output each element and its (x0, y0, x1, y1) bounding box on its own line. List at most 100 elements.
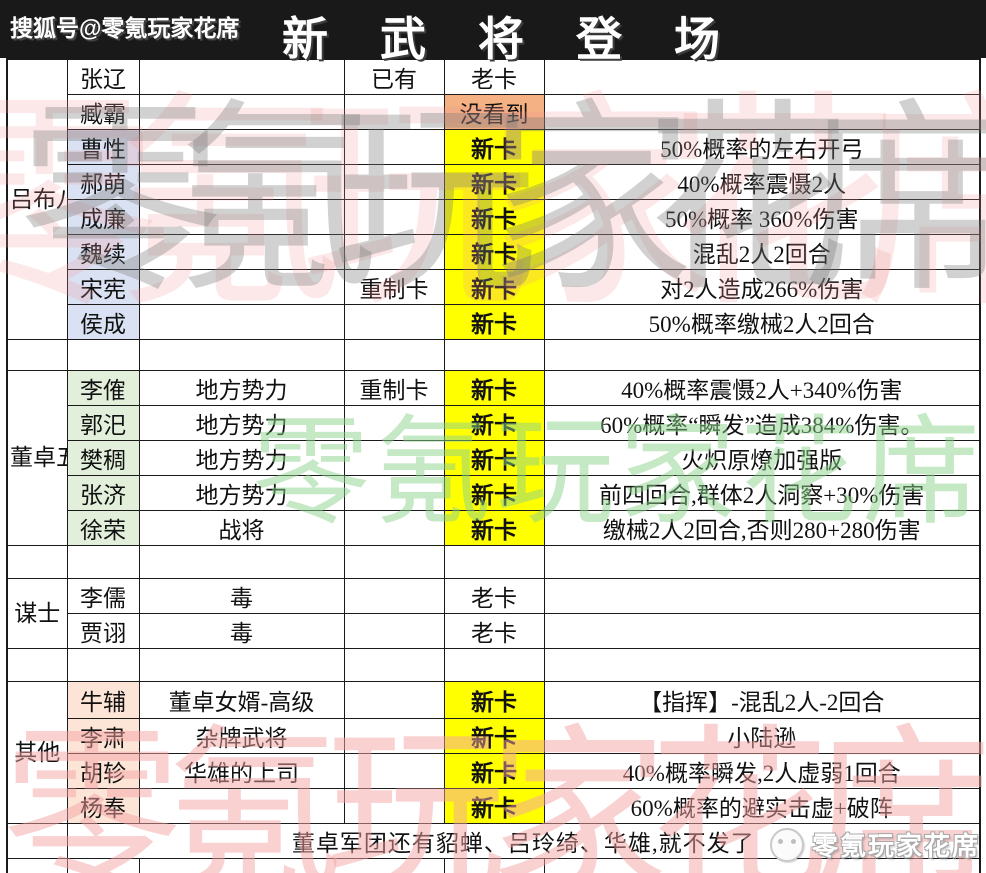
faction-desc-cell (138, 129, 345, 165)
faction-desc-cell: 毒 (138, 613, 345, 649)
card-status-cell: 新卡 (443, 681, 545, 719)
reprint-status-cell (343, 304, 445, 340)
reprint-status-cell (343, 475, 445, 511)
reprint-status-cell: 重制卡 (343, 370, 445, 406)
faction-desc-cell: 地方势力 (138, 475, 345, 511)
reprint-status-cell: 重制卡 (343, 269, 445, 305)
reprint-status-cell (343, 510, 445, 546)
card-status-cell: 新卡 (443, 718, 545, 754)
skill-desc-cell (543, 613, 981, 649)
table-row: 张济 地方势力 新卡 前四回合,群体2人洞察+30%伤害 (7, 475, 981, 511)
card-status-cell: 新卡 (443, 405, 545, 441)
table-row: 董卓五虎将 李傕 地方势力 重制卡 新卡 40%概率震慑2人+340%伤害 (6, 370, 981, 546)
general-name-cell: 曹性 (66, 129, 140, 165)
empty-cell (6, 823, 68, 859)
skill-desc-cell: 40%概率震慑2人+340%伤害 (543, 370, 981, 406)
reprint-status-cell (343, 681, 445, 719)
empty-cell (343, 545, 445, 579)
card-status-cell: 新卡 (443, 129, 545, 165)
faction-desc-cell (138, 94, 345, 130)
general-name-cell: 张济 (66, 475, 140, 511)
general-name-cell: 杨奉 (66, 788, 140, 824)
empty-cell (543, 648, 981, 682)
faction-desc-cell: 地方势力 (138, 440, 345, 476)
general-name-cell: 成廉 (66, 199, 140, 235)
empty-cell (543, 545, 981, 579)
table-row: 徐荣 战将 新卡 缴械2人2回合,否则280+280伤害 (7, 510, 981, 546)
empty-cell (138, 858, 445, 873)
table-row: 成廉 新卡 50%概率 360%伤害 (7, 199, 981, 235)
faction-desc-cell: 战将 (138, 510, 345, 546)
empty-cell (66, 648, 140, 682)
card-status-cell: 新卡 (443, 199, 545, 235)
note-row: 董卓军团还有貂蝉、吕玲绮、华雄,就不发了 (6, 823, 981, 859)
empty-cell (543, 339, 981, 371)
general-name-cell: 魏续 (66, 234, 140, 270)
general-name-cell: 李儒 (66, 578, 140, 614)
faction-desc-cell: 地方势力 (138, 405, 345, 441)
table-row: 郭汜 地方势力 新卡 60%概率“瞬发”造成384%伤害。 (7, 405, 981, 441)
empty-cell (443, 545, 545, 579)
faction-desc-cell: 董卓女婿-高级 (138, 681, 345, 719)
table-row: 侯成 新卡 50%概率缴械2人2回合 (7, 304, 981, 340)
card-status-cell: 新卡 (443, 269, 545, 305)
skill-desc-cell (543, 578, 981, 614)
spacer-row (6, 339, 981, 371)
skill-desc-cell: 50%概率的左右开弓 (543, 129, 981, 165)
table-row: 郝萌 新卡 40%概率震慑2人 (7, 164, 981, 200)
card-status-cell: 新卡 (443, 234, 545, 270)
table-row: 谋士 李儒 毒 老卡 (6, 578, 981, 649)
empty-cell (66, 545, 140, 579)
reprint-status-cell (343, 788, 445, 824)
skill-desc-cell: 60%概率“瞬发”造成384%伤害。 (543, 405, 981, 441)
table-row: 宋宪 重制卡 新卡 对2人造成266%伤害 (7, 269, 981, 305)
group-label-cell: 谋士 (6, 578, 68, 649)
general-name-cell: 李傕 (66, 370, 140, 406)
empty-cell (138, 339, 345, 371)
reprint-status-cell (343, 234, 445, 270)
empty-cell (343, 339, 445, 371)
empty-cell (66, 339, 140, 371)
general-name-cell: 李肃 (66, 718, 140, 754)
faction-desc-cell: 地方势力 (138, 370, 345, 406)
card-status-cell: 新卡 (443, 440, 545, 476)
group-label-cell: 吕布八健将 (6, 58, 68, 340)
skill-desc-cell: 60%概率的避实击虚+破阵 (543, 788, 981, 824)
card-status-cell: 新卡 (443, 370, 545, 406)
table-row: 其他 牛辅 董卓女婿-高级 新卡 【指挥】-混乱2人-2回合 (6, 681, 981, 824)
skill-desc-cell: 50%概率 360%伤害 (543, 199, 981, 235)
empty-cell (6, 858, 68, 873)
reprint-status-cell (343, 718, 445, 754)
skill-desc-cell: 【指挥】-混乱2人-2回合 (543, 681, 981, 719)
reprint-status-cell (343, 129, 445, 165)
general-name-cell: 胡轸 (66, 753, 140, 789)
reprint-status-cell (343, 94, 445, 130)
table-row: 贾诩 毒 老卡 (7, 613, 981, 649)
skill-desc-cell (543, 94, 981, 130)
card-status-cell: 老卡 (443, 613, 545, 649)
general-name-cell: 侯成 (66, 304, 140, 340)
reprint-status-cell (343, 199, 445, 235)
general-name-cell: 贾诩 (66, 613, 140, 649)
empty-cell (66, 858, 140, 873)
skill-desc-cell: 缴械2人2回合,否则280+280伤害 (543, 510, 981, 546)
faction-desc-cell (138, 234, 345, 270)
general-name-cell: 张辽 (66, 58, 140, 95)
general-name-cell: 郭汜 (66, 405, 140, 441)
brand-logo-label: 零氪玩家花席 (812, 832, 981, 861)
table-row: 胡轸 华雄的上司 新卡 40%概率瞬发,2人虚弱1回合 (7, 753, 981, 789)
general-name-cell: 徐荣 (66, 510, 140, 546)
page-title: 新武将登场 (282, 14, 772, 65)
table-row: 樊稠 地方势力 新卡 火炽原燎加强版 (7, 440, 981, 476)
roster-table: 吕布八健将 张辽 已有 老卡 臧霸 没看到 曹性 新卡 50%概率的左右开弓 (6, 58, 981, 873)
spacer-row (6, 648, 981, 682)
skill-desc-cell: 对2人造成266%伤害 (543, 269, 981, 305)
empty-cell (343, 648, 445, 682)
faction-desc-cell (138, 58, 345, 95)
general-name-cell: 郝萌 (66, 164, 140, 200)
brand-logo: 零氪玩家花席 (770, 826, 980, 863)
card-status-cell: 新卡 (443, 753, 545, 789)
reprint-status-cell (343, 405, 445, 441)
faction-desc-cell (138, 269, 345, 305)
empty-cell (6, 339, 68, 371)
